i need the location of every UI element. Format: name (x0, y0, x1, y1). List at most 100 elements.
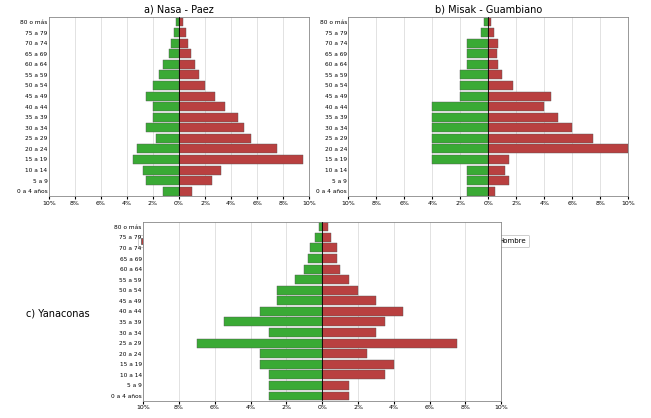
Bar (322, 296, 376, 305)
Bar (146, 92, 179, 100)
Bar (179, 81, 205, 90)
Title: b) Misak - Guambiano: b) Misak - Guambiano (435, 5, 542, 15)
Bar (133, 155, 179, 164)
Bar (322, 339, 456, 348)
Bar (277, 286, 322, 295)
Bar (322, 275, 349, 284)
Bar (179, 113, 238, 122)
Bar (432, 144, 488, 153)
Bar (153, 102, 179, 111)
Bar (159, 70, 179, 79)
Bar (488, 60, 498, 69)
Bar (467, 49, 488, 58)
Bar (176, 18, 179, 26)
Bar (179, 144, 277, 153)
Bar (322, 381, 349, 390)
Bar (163, 60, 179, 69)
Bar (171, 38, 179, 48)
Bar (467, 187, 488, 196)
Bar (179, 187, 192, 196)
Bar (488, 28, 494, 37)
Bar (179, 38, 188, 48)
Bar (322, 318, 385, 326)
Bar (269, 381, 322, 390)
Bar (488, 113, 558, 122)
Bar (488, 18, 491, 26)
Bar (269, 392, 322, 400)
Bar (322, 254, 337, 263)
Bar (260, 349, 322, 358)
Bar (322, 370, 385, 380)
Bar (467, 60, 488, 69)
Bar (153, 113, 179, 122)
Bar (163, 187, 179, 196)
Bar (488, 70, 503, 79)
Bar (460, 92, 488, 100)
Bar (179, 49, 191, 58)
Bar (432, 102, 488, 111)
Bar (179, 123, 244, 132)
Bar (269, 370, 322, 380)
Bar (308, 254, 322, 263)
Bar (260, 360, 322, 369)
Bar (322, 243, 337, 252)
Bar (432, 123, 488, 132)
Bar (179, 166, 221, 175)
Bar (481, 28, 488, 37)
Bar (322, 360, 394, 369)
Bar (179, 18, 183, 26)
Bar (488, 134, 593, 143)
Bar (467, 176, 488, 185)
Bar (432, 113, 488, 122)
Text: c) Yanaconas: c) Yanaconas (26, 308, 90, 319)
Bar (488, 123, 572, 132)
Bar (146, 176, 179, 185)
Bar (197, 339, 322, 348)
Bar (169, 49, 179, 58)
Bar (156, 134, 179, 143)
Legend: Mujer, Hombre: Mujer, Hombre (448, 235, 529, 247)
Bar (304, 265, 322, 274)
Bar (322, 349, 367, 358)
Bar (488, 102, 544, 111)
Bar (322, 328, 376, 337)
Bar (322, 307, 403, 316)
Bar (467, 38, 488, 48)
Bar (179, 60, 195, 69)
Bar (143, 166, 179, 175)
Bar (224, 318, 322, 326)
Bar (322, 233, 331, 242)
Bar (488, 81, 514, 90)
Bar (432, 134, 488, 143)
Bar (322, 286, 358, 295)
Bar (179, 70, 199, 79)
Bar (488, 187, 495, 196)
Bar (296, 275, 322, 284)
Bar (146, 123, 179, 132)
Bar (179, 28, 186, 37)
Bar (460, 70, 488, 79)
Bar (137, 144, 179, 153)
Bar (460, 81, 488, 90)
Bar (488, 144, 628, 153)
Bar (488, 176, 509, 185)
Bar (315, 233, 322, 242)
Bar (179, 92, 215, 100)
Bar (488, 38, 498, 48)
Bar (322, 265, 340, 274)
Bar (484, 18, 488, 26)
Bar (318, 222, 322, 231)
Bar (179, 134, 251, 143)
Bar (179, 155, 303, 164)
Bar (322, 222, 327, 231)
Bar (277, 296, 322, 305)
Bar (179, 176, 212, 185)
Bar (322, 392, 349, 400)
Bar (153, 81, 179, 90)
Bar (488, 155, 509, 164)
Bar (488, 166, 505, 175)
Bar (488, 92, 551, 100)
Title: a) Nasa - Paez: a) Nasa - Paez (144, 5, 214, 15)
Bar (179, 102, 225, 111)
Legend: Mujer, Hombre: Mujer, Hombre (139, 235, 219, 247)
